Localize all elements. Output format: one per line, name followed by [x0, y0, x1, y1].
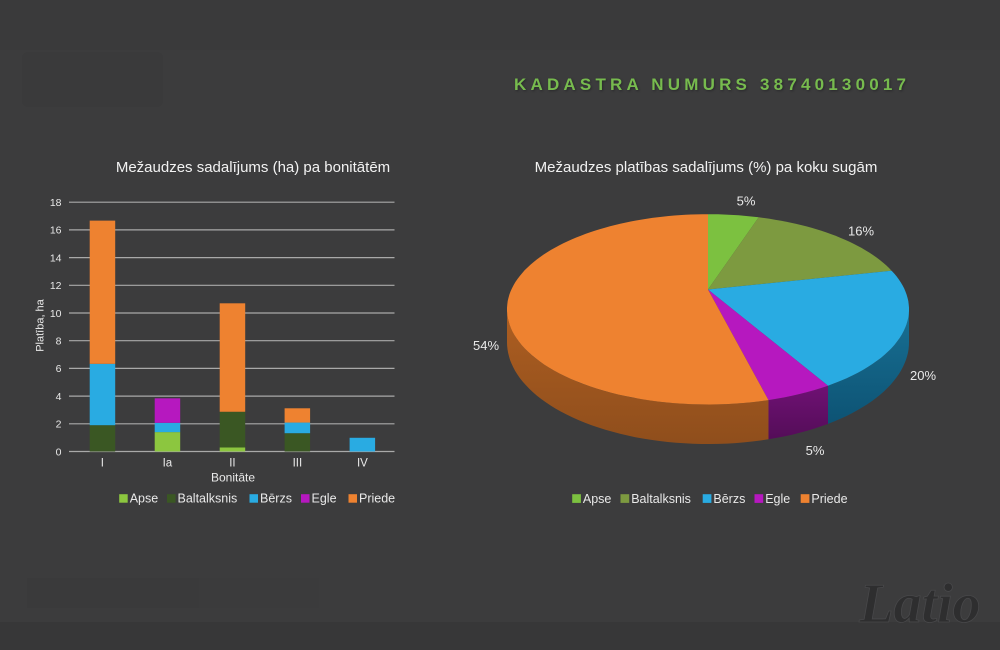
svg-text:2: 2 — [56, 419, 62, 431]
svg-text:16: 16 — [50, 225, 62, 237]
svg-text:Priede: Priede — [359, 491, 395, 505]
svg-text:Egle: Egle — [765, 492, 790, 506]
svg-text:KADASTRA NUMURS 38740130017: KADASTRA NUMURS 38740130017 — [514, 75, 910, 94]
svg-text:Mežaudzes platības sadalījums: Mežaudzes platības sadalījums (%) pa kok… — [535, 159, 878, 176]
svg-text:18: 18 — [50, 197, 62, 209]
svg-text:Priede: Priede — [811, 492, 847, 506]
svg-text:14: 14 — [50, 252, 62, 264]
svg-text:4: 4 — [56, 391, 62, 403]
svg-text:5%: 5% — [806, 443, 825, 458]
svg-text:Baltalksnis: Baltalksnis — [178, 491, 238, 505]
svg-text:Bonitāte: Bonitāte — [211, 471, 255, 485]
svg-text:Bērzs: Bērzs — [713, 492, 745, 506]
svg-text:54%: 54% — [473, 338, 499, 353]
svg-text:III: III — [293, 458, 303, 470]
svg-text:IV: IV — [357, 458, 368, 470]
svg-text:I: I — [101, 458, 104, 470]
svg-text:II: II — [229, 458, 235, 470]
svg-text:Egle: Egle — [312, 491, 337, 505]
svg-text:Platība, ha: Platība, ha — [35, 298, 47, 351]
svg-text:8: 8 — [56, 336, 62, 348]
svg-text:Apse: Apse — [130, 491, 159, 505]
svg-text:5%: 5% — [737, 194, 756, 209]
svg-text:10: 10 — [50, 308, 62, 320]
svg-text:Latio: Latio — [858, 573, 980, 635]
svg-text:0: 0 — [56, 446, 62, 458]
svg-text:20%: 20% — [910, 368, 936, 383]
svg-text:16%: 16% — [848, 224, 874, 239]
svg-text:Mežaudzes sadalījums (ha) pa b: Mežaudzes sadalījums (ha) pa bonitātēm — [116, 159, 390, 176]
svg-text:12: 12 — [50, 280, 62, 292]
svg-text:Apse: Apse — [583, 492, 612, 506]
svg-text:Bērzs: Bērzs — [260, 491, 292, 505]
svg-text:6: 6 — [56, 363, 62, 375]
svg-text:Ia: Ia — [163, 458, 173, 470]
svg-text:Baltalksnis: Baltalksnis — [631, 492, 691, 506]
